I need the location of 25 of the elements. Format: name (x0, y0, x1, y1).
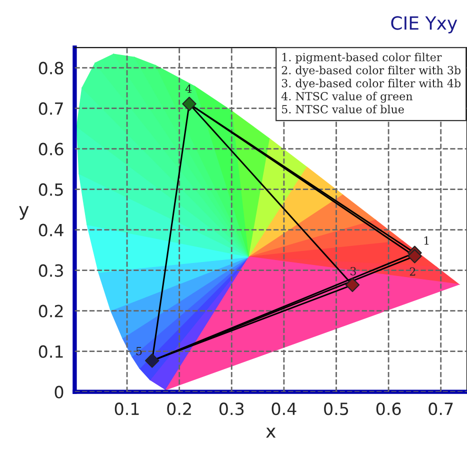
annotation: 3 (350, 266, 356, 276)
x-tick-label: 0.2 (167, 402, 191, 416)
y-tick-label: 0.8 (38, 62, 64, 74)
annotation: 5 (136, 347, 142, 356)
chart-title: CIE Yxy (391, 16, 458, 34)
annotation: 4 (185, 84, 192, 93)
y-axis-title: y (19, 206, 29, 220)
x-tick-label: 0.4 (272, 402, 296, 416)
x-tick-label: 0.3 (219, 402, 244, 416)
y-tick-label: 0.5 (38, 183, 63, 196)
y-tick-label: 0.1 (38, 345, 63, 358)
x-tick-label: 0.5 (324, 402, 348, 416)
y-tick-label: 0.7 (38, 102, 63, 115)
y-tick-label: 0.4 (38, 224, 64, 236)
x-axis-title: x (266, 428, 276, 438)
annotation: 1. pigment-based color filter 2. dye-based color filter with 3b 3. dye-based color filter with 4b 4. NTSC value of green 5. NTSC value of blue (281, 52, 461, 114)
x-tick-label: 0.1 (114, 402, 139, 416)
x-tick-label: 0.7 (428, 402, 453, 416)
y-tick-label: 0.3 (38, 264, 63, 277)
y-tick-label: 0 (54, 386, 64, 398)
annotation: 1 (424, 236, 429, 245)
x-tick-label: 0.6 (376, 402, 401, 416)
y-tick-label: 0.2 (38, 304, 63, 318)
annotation: 2 (410, 267, 416, 276)
y-tick-label: 0.6 (38, 142, 64, 156)
